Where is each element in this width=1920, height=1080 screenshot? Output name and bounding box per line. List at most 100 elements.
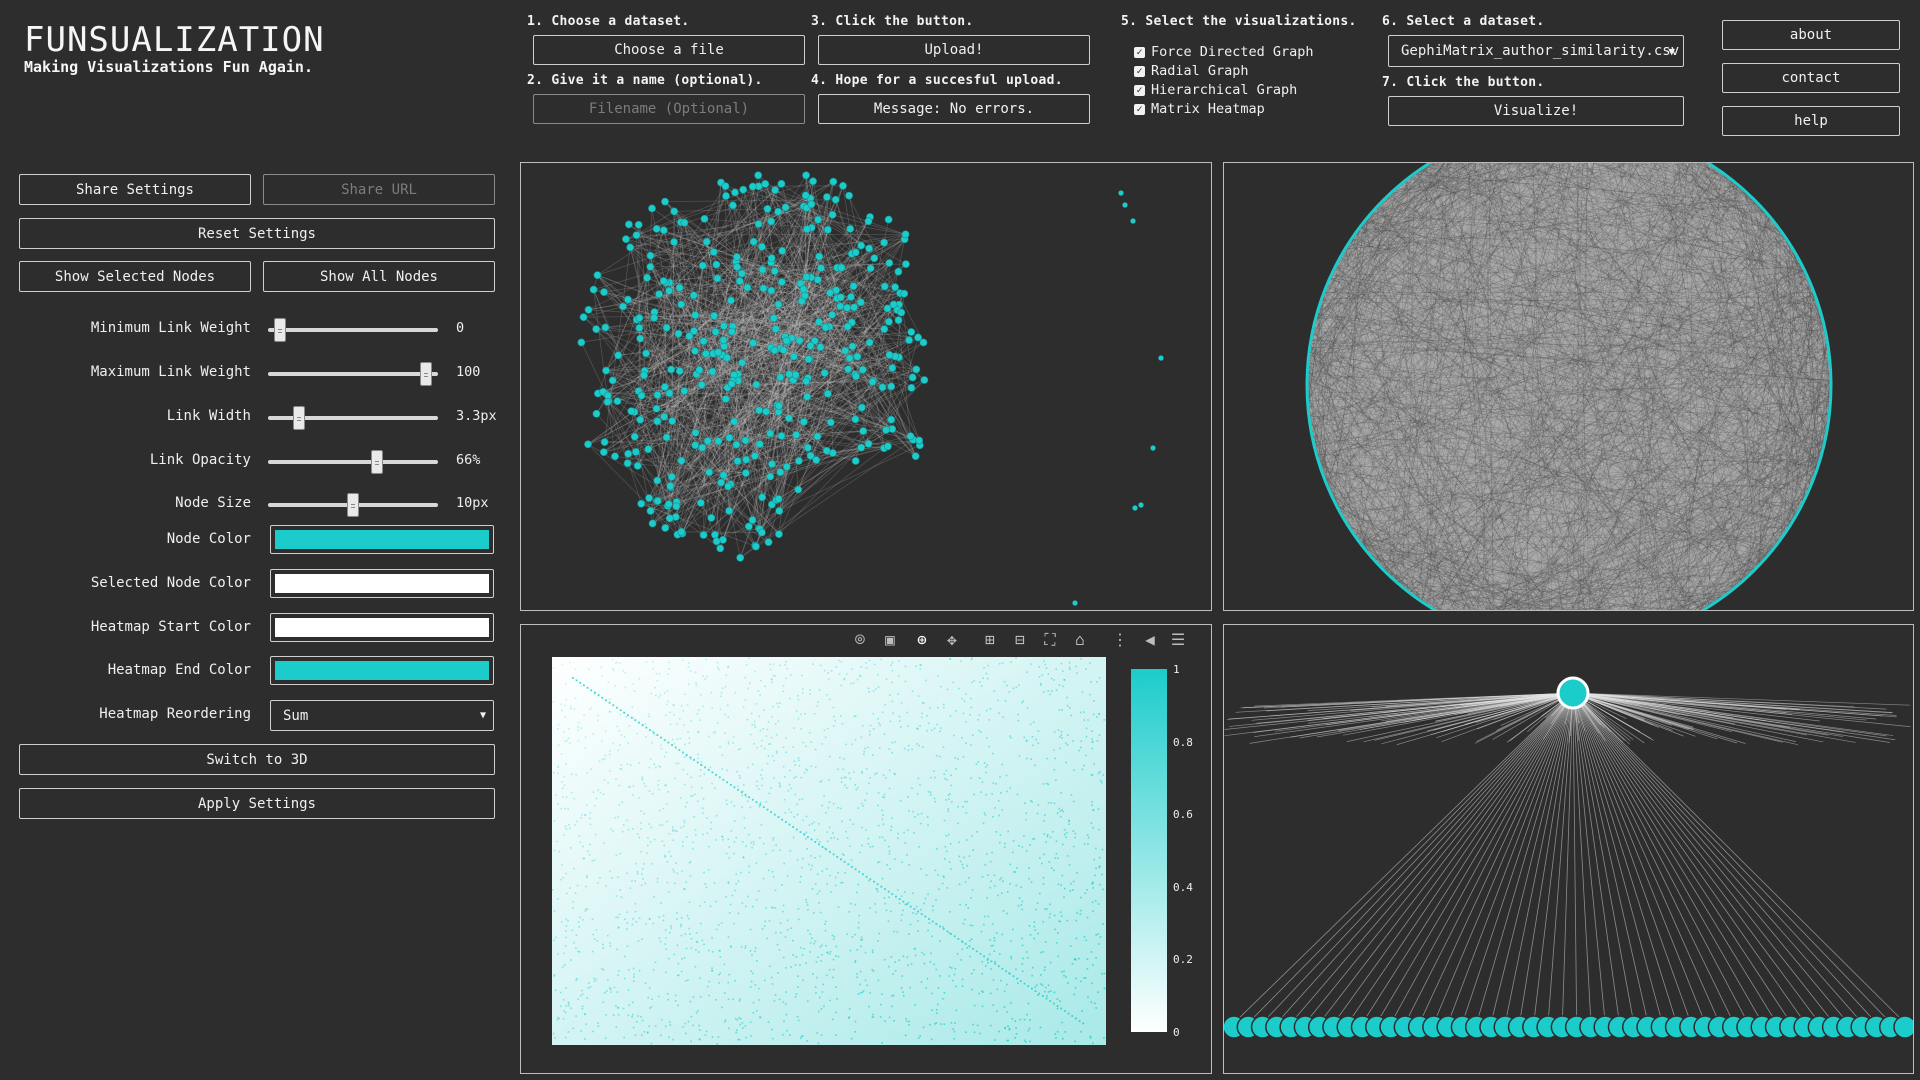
heatmap-plot[interactable] xyxy=(521,625,1212,1074)
checkbox-icon[interactable]: ✓ xyxy=(1134,103,1145,115)
radial-background xyxy=(1307,163,1831,610)
show-selected-nodes-button[interactable]: Show Selected Nodes xyxy=(19,261,251,292)
switch-3d-button[interactable]: Switch to 3D xyxy=(19,744,495,775)
force-directed-graph-panel[interactable] xyxy=(520,162,1212,611)
heatmap-end-color-swatch xyxy=(275,661,489,680)
heatmap-reordering-select[interactable]: Sum ▼ xyxy=(270,700,494,731)
link-opacity-slider[interactable] xyxy=(268,460,438,464)
node-color-label: Node Color xyxy=(166,531,251,547)
maximum-link-weight-slider-thumb[interactable] xyxy=(420,362,433,386)
hierarchical-links xyxy=(1224,692,1911,1024)
maximum-link-weight-value: 100 xyxy=(456,364,481,380)
heatmap-start-color-picker[interactable] xyxy=(270,613,494,642)
minimum-link-weight-slider-thumb[interactable] xyxy=(273,318,286,342)
force-nodes[interactable] xyxy=(577,171,1164,606)
heatmap-matrix[interactable] xyxy=(552,657,1106,1045)
minimum-link-weight-label: Minimum Link Weight xyxy=(90,320,251,336)
colorbar-tick-label: 0.4 xyxy=(1173,880,1193,894)
heatmap-start-color-label: Heatmap Start Color xyxy=(90,619,251,635)
step-3-label: 3. Click the button. xyxy=(811,14,974,29)
node-color-swatch xyxy=(275,530,489,549)
hierarchical-leaf-nodes[interactable] xyxy=(1224,1015,1914,1039)
zoom-out-icon[interactable]: ⊟ xyxy=(1015,630,1025,649)
radial-graph-panel[interactable] xyxy=(1223,162,1914,611)
link-width-slider[interactable] xyxy=(268,416,438,420)
apply-settings-button[interactable]: Apply Settings xyxy=(19,788,495,819)
plot-toolbar: ⌾ ▣ ⊕ ✥ ⊞ ⊟ ⛶ ⌂ ⋮ ◀ ☰ xyxy=(851,631,1211,653)
maximum-link-weight-label: Maximum Link Weight xyxy=(90,364,251,380)
zoom-icon[interactable]: ⊕ xyxy=(917,630,927,649)
link-width-slider-thumb[interactable] xyxy=(292,406,305,430)
selected-node-color-picker[interactable] xyxy=(270,569,494,598)
viz-checkbox-radial[interactable]: ✓ Radial Graph xyxy=(1134,63,1249,79)
step-7-label: 7. Click the button. xyxy=(1382,75,1545,90)
filename-input[interactable]: Filename (Optional) xyxy=(533,94,805,124)
force-directed-graph[interactable] xyxy=(521,163,1212,611)
pan-icon[interactable]: ✥ xyxy=(947,630,957,649)
radial-node-ring[interactable] xyxy=(1305,163,1833,611)
heatmap-reordering-label: Heatmap Reordering xyxy=(99,706,251,722)
colorbar-tick-label: 0.2 xyxy=(1173,953,1193,967)
colorbar-tick-label: 1 xyxy=(1173,663,1180,676)
link-width-label: Link Width xyxy=(166,408,251,424)
upload-button[interactable]: Upload! xyxy=(818,35,1090,65)
chevron-down-icon: ▼ xyxy=(1668,44,1675,58)
node-size-slider-thumb[interactable] xyxy=(347,493,359,517)
contact-button[interactable]: contact xyxy=(1722,63,1900,93)
heatmap-cells xyxy=(552,657,1106,1045)
hierarchical-root-node[interactable] xyxy=(1556,676,1590,710)
share-settings-button[interactable]: Share Settings xyxy=(19,174,251,205)
help-button[interactable]: help xyxy=(1722,106,1900,136)
autoscale-icon[interactable]: ⛶ xyxy=(1044,630,1056,649)
step-5-label: 5. Select the visualizations. xyxy=(1121,14,1357,29)
viz-checkbox-force[interactable]: ✓ Force Directed Graph xyxy=(1134,44,1314,60)
chevron-down-icon: ▼ xyxy=(479,710,486,721)
choose-file-button[interactable]: Choose a file xyxy=(533,35,805,65)
visualize-button[interactable]: Visualize! xyxy=(1388,96,1684,126)
radial-graph[interactable] xyxy=(1224,163,1914,611)
viz-checkbox-hierarchical[interactable]: ✓ Hierarchical Graph xyxy=(1134,82,1297,98)
home-icon[interactable]: ⌂ xyxy=(1075,630,1085,649)
heatmap-end-color-label: Heatmap End Color xyxy=(107,662,251,678)
save-icon[interactable]: ▣ xyxy=(885,630,895,649)
checkbox-icon[interactable]: ✓ xyxy=(1134,84,1145,96)
heatmap-start-color-swatch xyxy=(275,618,489,637)
link-opacity-label: Link Opacity xyxy=(149,452,251,468)
about-button[interactable]: about xyxy=(1722,20,1900,50)
reset-settings-button[interactable]: Reset Settings xyxy=(19,218,495,249)
hierarchical-graph-panel[interactable] xyxy=(1223,624,1914,1074)
app-subtitle: Making Visualizations Fun Again. xyxy=(24,58,313,76)
node-size-label: Node Size xyxy=(175,495,251,511)
node-color-picker[interactable] xyxy=(270,525,494,554)
camera-icon[interactable]: ⌾ xyxy=(855,630,865,649)
share-url-button[interactable]: Share URL xyxy=(263,174,495,205)
colorbar xyxy=(1131,669,1167,1032)
step-6-label: 6. Select a dataset. xyxy=(1382,14,1545,29)
selected-node-color-swatch xyxy=(275,574,489,593)
maximum-link-weight-slider[interactable] xyxy=(268,372,438,376)
matrix-heatmap-panel[interactable]: ⌾ ▣ ⊕ ✥ ⊞ ⊟ ⛶ ⌂ ⋮ ◀ ☰ 1 0.8 0.6 0.4 0.2 0 xyxy=(520,624,1212,1074)
link-opacity-slider-thumb[interactable] xyxy=(370,450,383,474)
checkbox-icon[interactable]: ✓ xyxy=(1134,46,1145,58)
step-4-label: 4. Hope for a succesful upload. xyxy=(811,73,1063,88)
heatmap-end-color-picker[interactable] xyxy=(270,656,494,685)
upload-message: Message: No errors. xyxy=(818,94,1090,124)
minimum-link-weight-slider[interactable] xyxy=(268,328,438,332)
link-opacity-value: 66% xyxy=(456,452,481,468)
hover-compare-icon[interactable]: ☰ xyxy=(1170,630,1186,649)
step-2-label: 2. Give it a name (optional). xyxy=(527,73,763,88)
hover-closest-icon[interactable]: ◀ xyxy=(1145,630,1155,649)
brand: FUNSUALIZATION Making Visualizations Fun… xyxy=(24,20,325,76)
colorbar-tick-label: 0 xyxy=(1173,1026,1180,1039)
viz-checkbox-heatmap[interactable]: ✓ Matrix Heatmap xyxy=(1134,101,1265,117)
hierarchical-graph[interactable] xyxy=(1224,625,1914,1074)
colorbar-tick-label: 0.8 xyxy=(1173,735,1193,749)
checkbox-icon[interactable]: ✓ xyxy=(1134,65,1145,77)
link-width-value: 3.3px xyxy=(456,408,497,424)
app-title: FUNSUALIZATION xyxy=(24,20,325,60)
force-links xyxy=(580,174,925,559)
dataset-select[interactable]: GephiMatrix_author_similarity.csv ▼ xyxy=(1388,35,1684,67)
zoom-in-icon[interactable]: ⊞ xyxy=(985,630,995,649)
show-all-nodes-button[interactable]: Show All Nodes xyxy=(263,261,495,292)
spike-lines-icon[interactable]: ⋮ xyxy=(1112,630,1128,649)
